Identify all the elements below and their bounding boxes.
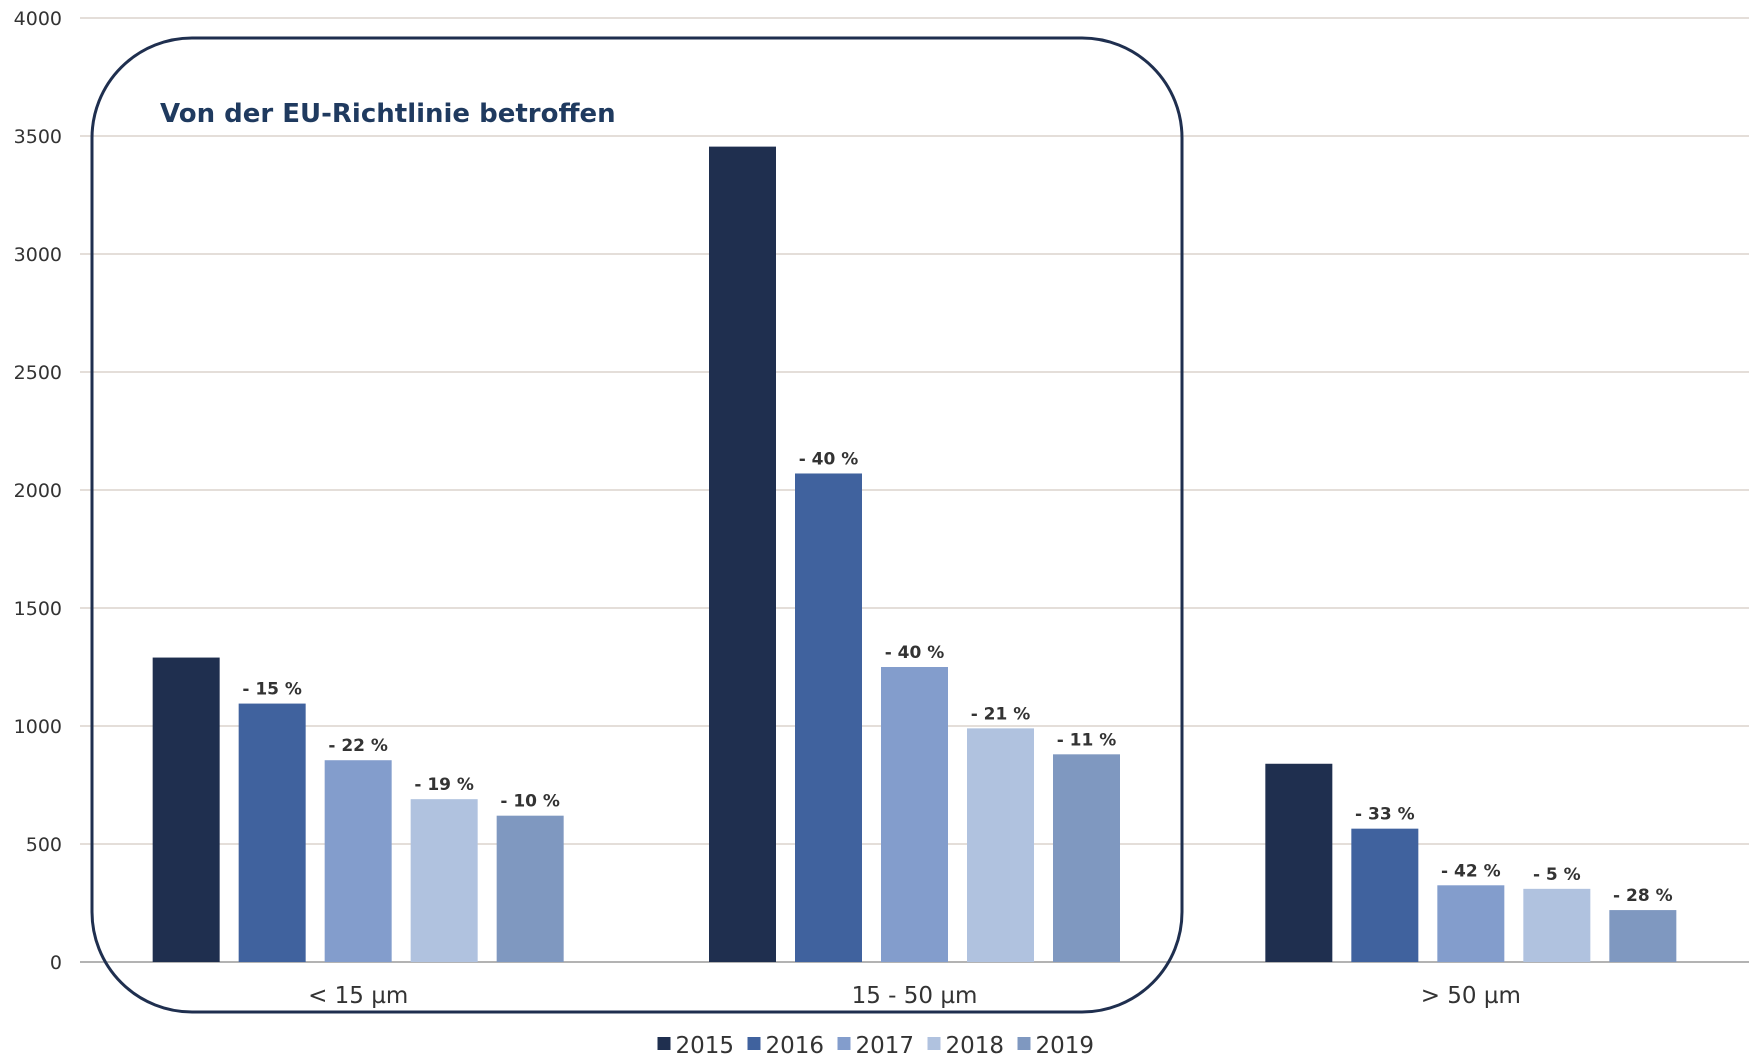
bar-2019 [497,816,564,962]
data-label: - 10 % [500,792,560,812]
y-axis-tick-labels: 0 500 1000 1500 2000 2500 3000 3500 4000 [14,8,62,974]
y-tick-label: 4000 [14,8,62,30]
data-label: - 19 % [414,775,474,795]
bars [153,147,1677,962]
category-label: 15 - 50 µm [852,983,978,1009]
legend-label: 2017 [856,1033,915,1057]
data-label: - 42 % [1441,861,1501,881]
data-label: - 21 % [971,704,1031,724]
data-label: - 5 % [1533,865,1581,885]
bar-2016 [795,473,862,962]
data-label: - 40 % [799,449,859,469]
y-tick-label: 500 [26,834,62,856]
bar-2018 [411,799,478,962]
category-label: < 15 µm [308,983,408,1009]
data-label: - 22 % [328,736,388,756]
bar-2016 [239,704,306,962]
y-tick-label: 3000 [14,244,62,266]
legend-label: 2019 [1036,1033,1095,1057]
data-label: - 33 % [1355,805,1415,825]
data-label: - 28 % [1613,886,1673,906]
legend-swatch-2018 [928,1037,941,1050]
bar-2016 [1351,829,1418,962]
bar-2017 [325,760,392,962]
legend-swatch-2019 [1018,1037,1031,1050]
legend-label: 2016 [766,1033,825,1057]
y-tick-label: 0 [50,952,62,974]
bar-2015 [153,658,220,962]
bar-2017 [1437,885,1504,962]
y-tick-label: 2500 [14,362,62,384]
data-label: - 15 % [242,680,302,700]
bar-2019 [1053,754,1120,962]
legend-label: 2018 [946,1033,1005,1057]
legend-swatch-2017 [838,1037,851,1050]
x-axis-category-labels: < 15 µm 15 - 50 µm > 50 µm [308,983,1521,1009]
bar-2019 [1609,910,1676,962]
bar-2018 [967,728,1034,962]
bar-2018 [1523,889,1590,962]
data-label: - 11 % [1057,730,1117,750]
annotation-text: Von der EU-Richtlinie betroffen [160,99,616,129]
legend-swatch-2015 [658,1037,671,1050]
bar-2015 [709,147,776,962]
legend-swatch-2016 [748,1037,761,1050]
bar-2017 [881,667,948,962]
bar-2015 [1265,764,1332,962]
y-tick-label: 1500 [14,598,62,620]
y-tick-label: 2000 [14,480,62,502]
legend: 2015 2016 2017 2018 2019 [658,1033,1095,1057]
y-tick-label: 3500 [14,126,62,148]
legend-label: 2015 [676,1033,735,1057]
y-tick-label: 1000 [14,716,62,738]
data-label: - 40 % [885,643,945,663]
category-label: > 50 µm [1421,983,1521,1009]
